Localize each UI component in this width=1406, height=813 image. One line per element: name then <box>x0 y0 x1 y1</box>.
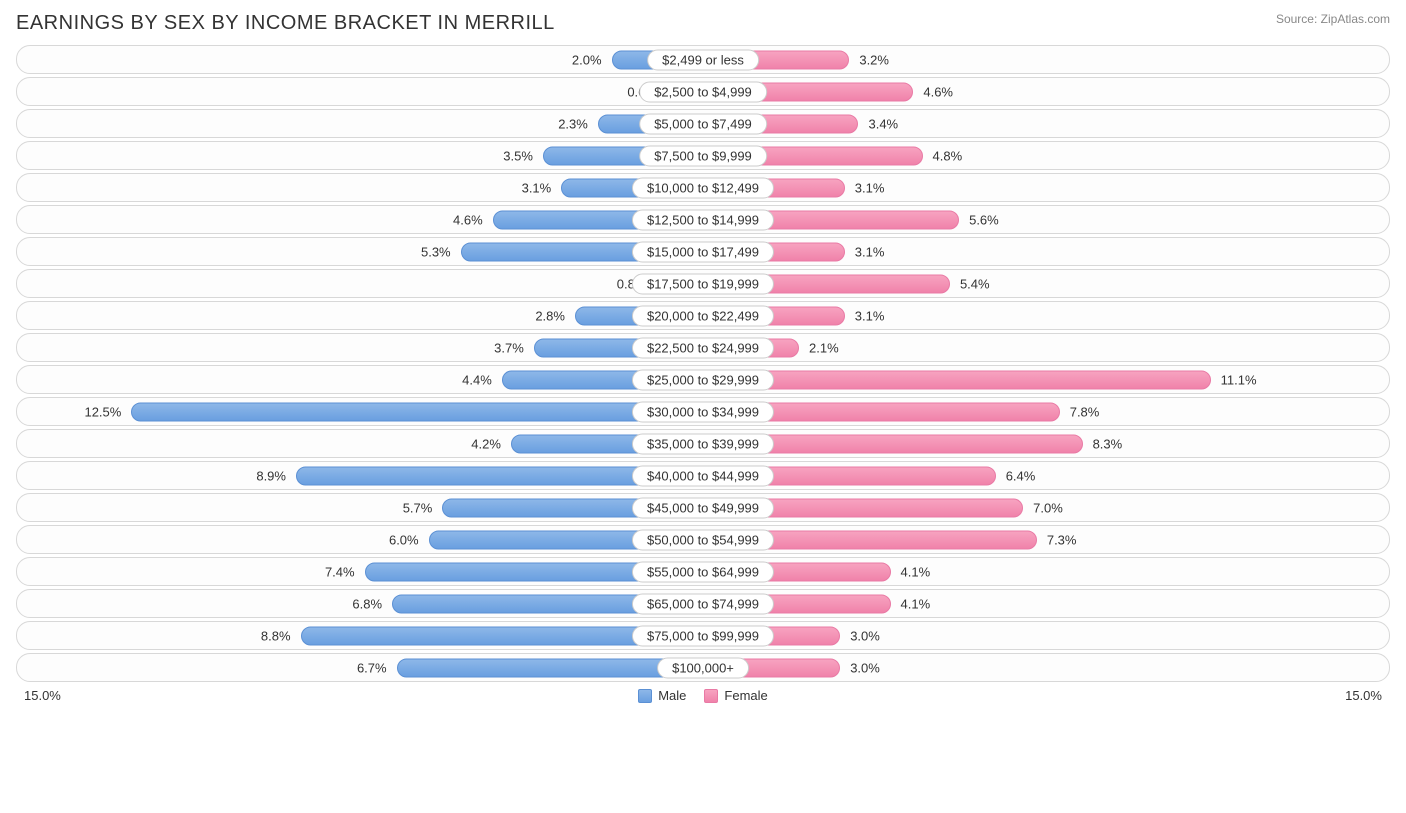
chart-source: Source: ZipAtlas.com <box>1276 12 1390 26</box>
category-pill: $12,500 to $14,999 <box>632 209 774 230</box>
category-pill: $75,000 to $99,999 <box>632 625 774 646</box>
axis-max-left: 15.0% <box>24 688 61 703</box>
female-value-label: 3.1% <box>855 308 885 323</box>
chart-area: 2.0%3.2%$2,499 or less0.63%4.6%$2,500 to… <box>16 45 1390 682</box>
chart-row: 4.2% 8.3% $35,000 to $39,999 <box>16 429 1390 458</box>
legend-label-female: Female <box>724 688 767 703</box>
female-value-label: 7.8% <box>1070 404 1100 419</box>
female-value-label: 7.3% <box>1047 532 1077 547</box>
male-value-label: 5.3% <box>421 244 451 259</box>
category-pill: $100,000+ <box>657 657 749 678</box>
male-bar <box>131 402 703 421</box>
chart-row: 2.3% 3.4% $5,000 to $7,499 <box>16 109 1390 138</box>
chart-footer: 15.0% Male Female 15.0% <box>16 688 1390 703</box>
female-value-label: 3.2% <box>859 52 889 67</box>
chart-row: 4.6% 5.6% $12,500 to $14,999 <box>16 205 1390 234</box>
male-value-label: 4.2% <box>471 436 501 451</box>
male-value-label: 7.4% <box>325 564 355 579</box>
male-value-label: 8.8% <box>261 628 291 643</box>
legend: Male Female <box>638 688 768 703</box>
female-swatch-icon <box>704 689 718 703</box>
chart-header: EARNINGS BY SEX BY INCOME BRACKET IN MER… <box>16 12 1390 35</box>
chart-row: 8.9% 6.4% $40,000 to $44,999 <box>16 461 1390 490</box>
category-pill: $30,000 to $34,999 <box>632 401 774 422</box>
chart-row: 12.5% 7.8% $30,000 to $34,999 <box>16 397 1390 426</box>
male-value-label: 2.0% <box>572 52 602 67</box>
category-pill: $20,000 to $22,499 <box>632 305 774 326</box>
category-pill: $55,000 to $64,999 <box>632 561 774 582</box>
chart-row: 3.7% 2.1% $22,500 to $24,999 <box>16 333 1390 362</box>
male-value-label: 3.7% <box>494 340 524 355</box>
female-value-label: 3.1% <box>855 244 885 259</box>
category-pill: $5,000 to $7,499 <box>639 113 767 134</box>
category-pill: $15,000 to $17,499 <box>632 241 774 262</box>
category-pill: $22,500 to $24,999 <box>632 337 774 358</box>
category-pill: $10,000 to $12,499 <box>632 177 774 198</box>
male-value-label: 4.4% <box>462 372 492 387</box>
female-value-label: 7.0% <box>1033 500 1063 515</box>
female-value-label: 3.0% <box>850 628 880 643</box>
female-value-label: 4.1% <box>901 596 931 611</box>
female-value-label: 4.6% <box>923 84 953 99</box>
chart-row: 3.5% 4.8% $7,500 to $9,999 <box>16 141 1390 170</box>
male-value-label: 12.5% <box>84 404 121 419</box>
male-value-label: 4.6% <box>453 212 483 227</box>
chart-row: 6.7% 3.0% $100,000+ <box>16 653 1390 682</box>
male-value-label: 2.3% <box>558 116 588 131</box>
female-bar <box>703 370 1211 389</box>
category-pill: $65,000 to $74,999 <box>632 593 774 614</box>
category-pill: $25,000 to $29,999 <box>632 369 774 390</box>
male-value-label: 2.8% <box>535 308 565 323</box>
female-value-label: 3.1% <box>855 180 885 195</box>
chart-row: 6.0% 7.3% $50,000 to $54,999 <box>16 525 1390 554</box>
male-value-label: 6.8% <box>352 596 382 611</box>
male-value-label: 6.7% <box>357 660 387 675</box>
female-value-label: 4.1% <box>901 564 931 579</box>
axis-max-right: 15.0% <box>1345 688 1382 703</box>
female-value-label: 2.1% <box>809 340 839 355</box>
chart-row: 2.8% 3.1% $20,000 to $22,499 <box>16 301 1390 330</box>
female-value-label: 3.4% <box>868 116 898 131</box>
female-value-label: 5.4% <box>960 276 990 291</box>
chart-row: 3.1% 3.1% $10,000 to $12,499 <box>16 173 1390 202</box>
legend-label-male: Male <box>658 688 686 703</box>
female-value-label: 5.6% <box>969 212 999 227</box>
category-pill: $35,000 to $39,999 <box>632 433 774 454</box>
male-value-label: 6.0% <box>389 532 419 547</box>
chart-row: 6.8% 4.1% $65,000 to $74,999 <box>16 589 1390 618</box>
male-value-label: 5.7% <box>403 500 433 515</box>
chart-row: 4.4% 11.1% $25,000 to $29,999 <box>16 365 1390 394</box>
male-swatch-icon <box>638 689 652 703</box>
category-pill: $7,500 to $9,999 <box>639 145 767 166</box>
chart-row: 5.3% 3.1% $15,000 to $17,499 <box>16 237 1390 266</box>
chart-row: 0.63%4.6%$2,500 to $4,999 <box>16 77 1390 106</box>
chart-title: EARNINGS BY SEX BY INCOME BRACKET IN MER… <box>16 12 555 35</box>
category-pill: $50,000 to $54,999 <box>632 529 774 550</box>
chart-row: 8.8% 3.0% $75,000 to $99,999 <box>16 621 1390 650</box>
legend-item-female: Female <box>704 688 767 703</box>
male-value-label: 3.5% <box>503 148 533 163</box>
female-value-label: 8.3% <box>1093 436 1123 451</box>
female-value-label: 11.1% <box>1221 372 1257 387</box>
female-value-label: 4.8% <box>933 148 963 163</box>
female-value-label: 3.0% <box>850 660 880 675</box>
female-value-label: 6.4% <box>1006 468 1036 483</box>
chart-row: 0.86%5.4%$17,500 to $19,999 <box>16 269 1390 298</box>
legend-item-male: Male <box>638 688 686 703</box>
chart-row: 7.4% 4.1% $55,000 to $64,999 <box>16 557 1390 586</box>
chart-row: 2.0% 3.2% $2,499 or less <box>16 45 1390 74</box>
male-value-label: 3.1% <box>522 180 552 195</box>
chart-row: 5.7% 7.0% $45,000 to $49,999 <box>16 493 1390 522</box>
category-pill: $2,499 or less <box>647 49 759 70</box>
category-pill: $45,000 to $49,999 <box>632 497 774 518</box>
male-value-label: 8.9% <box>256 468 286 483</box>
category-pill: $17,500 to $19,999 <box>632 273 774 294</box>
category-pill: $2,500 to $4,999 <box>639 81 767 102</box>
category-pill: $40,000 to $44,999 <box>632 465 774 486</box>
